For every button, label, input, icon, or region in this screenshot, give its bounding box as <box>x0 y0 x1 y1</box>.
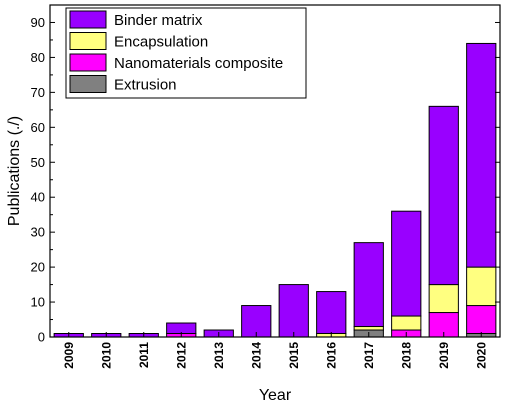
bar-segment-binder-matrix-2019 <box>428 105 459 286</box>
legend-swatch <box>69 32 107 50</box>
bar-segment-binder-matrix-2015 <box>278 284 309 338</box>
bar-segment-nanomaterials-composite-2020 <box>466 305 497 335</box>
x-tick-label: 2013 <box>212 342 226 369</box>
bar-segment-encapsulation-2018 <box>391 315 422 331</box>
x-axis: 2009 2010 2011 2012 2013 2014 2015 2016 2017 2018… <box>62 332 488 369</box>
bar-segment-binder-matrix-2018 <box>391 210 422 317</box>
bar-segment-binder-matrix-2014 <box>241 305 272 338</box>
legend-label: Nanomaterials composite <box>114 55 283 72</box>
legend-swatch <box>69 10 107 29</box>
bar-segment-binder-matrix-2016 <box>316 291 347 335</box>
y-tick-label: 0 <box>38 330 45 345</box>
bar-segment-binder-matrix-2020 <box>466 42 497 268</box>
y-tick-label: 30 <box>31 225 45 240</box>
plot-frame <box>49 4 501 338</box>
bar-segment-encapsulation-2020 <box>466 266 497 307</box>
x-tick-label: 2016 <box>324 342 338 369</box>
y-tick-label: 40 <box>31 190 45 205</box>
legend-label: Encapsulation <box>114 34 208 51</box>
x-tick-label: 2012 <box>174 342 188 369</box>
x-tick-label: 2018 <box>399 342 413 369</box>
bar-segment-encapsulation-2019 <box>428 284 459 314</box>
y-tick-label: 80 <box>31 50 45 65</box>
legend-label: Binder matrix <box>114 12 203 29</box>
y-axis: 0 10 20 30 40 50 60 70 80 90 <box>31 15 500 345</box>
legend-swatch <box>69 75 107 93</box>
y-axis-title: Publications (./) <box>6 116 23 226</box>
x-tick-label: 2019 <box>437 342 451 369</box>
bar-segment-binder-matrix-2017 <box>353 242 384 328</box>
x-tick-label: 2010 <box>99 342 113 369</box>
x-tick-label: 2020 <box>474 342 488 369</box>
y-tick-label: 60 <box>31 120 45 135</box>
x-tick-label: 2009 <box>62 342 76 369</box>
y-tick-label: 70 <box>31 85 45 100</box>
x-tick-label: 2014 <box>249 342 263 369</box>
x-tick-label: 2017 <box>362 342 376 369</box>
y-tick-label: 50 <box>31 155 45 170</box>
bar-segment-binder-matrix-2012 <box>166 322 197 335</box>
x-axis-title: Year <box>259 387 292 404</box>
y-tick-label: 90 <box>31 15 45 30</box>
bar-segment-encapsulation-2017 <box>353 326 384 331</box>
x-tick-label: 2015 <box>287 342 301 369</box>
y-tick-label: 20 <box>31 260 45 275</box>
legend-swatch <box>69 53 107 72</box>
x-tick-label: 2011 <box>137 342 151 368</box>
legend-label: Extrusion <box>114 77 177 94</box>
legend: Binder matrix Encapsulation Nanomaterials … <box>65 7 307 99</box>
y-tick-label: 10 <box>31 295 45 310</box>
